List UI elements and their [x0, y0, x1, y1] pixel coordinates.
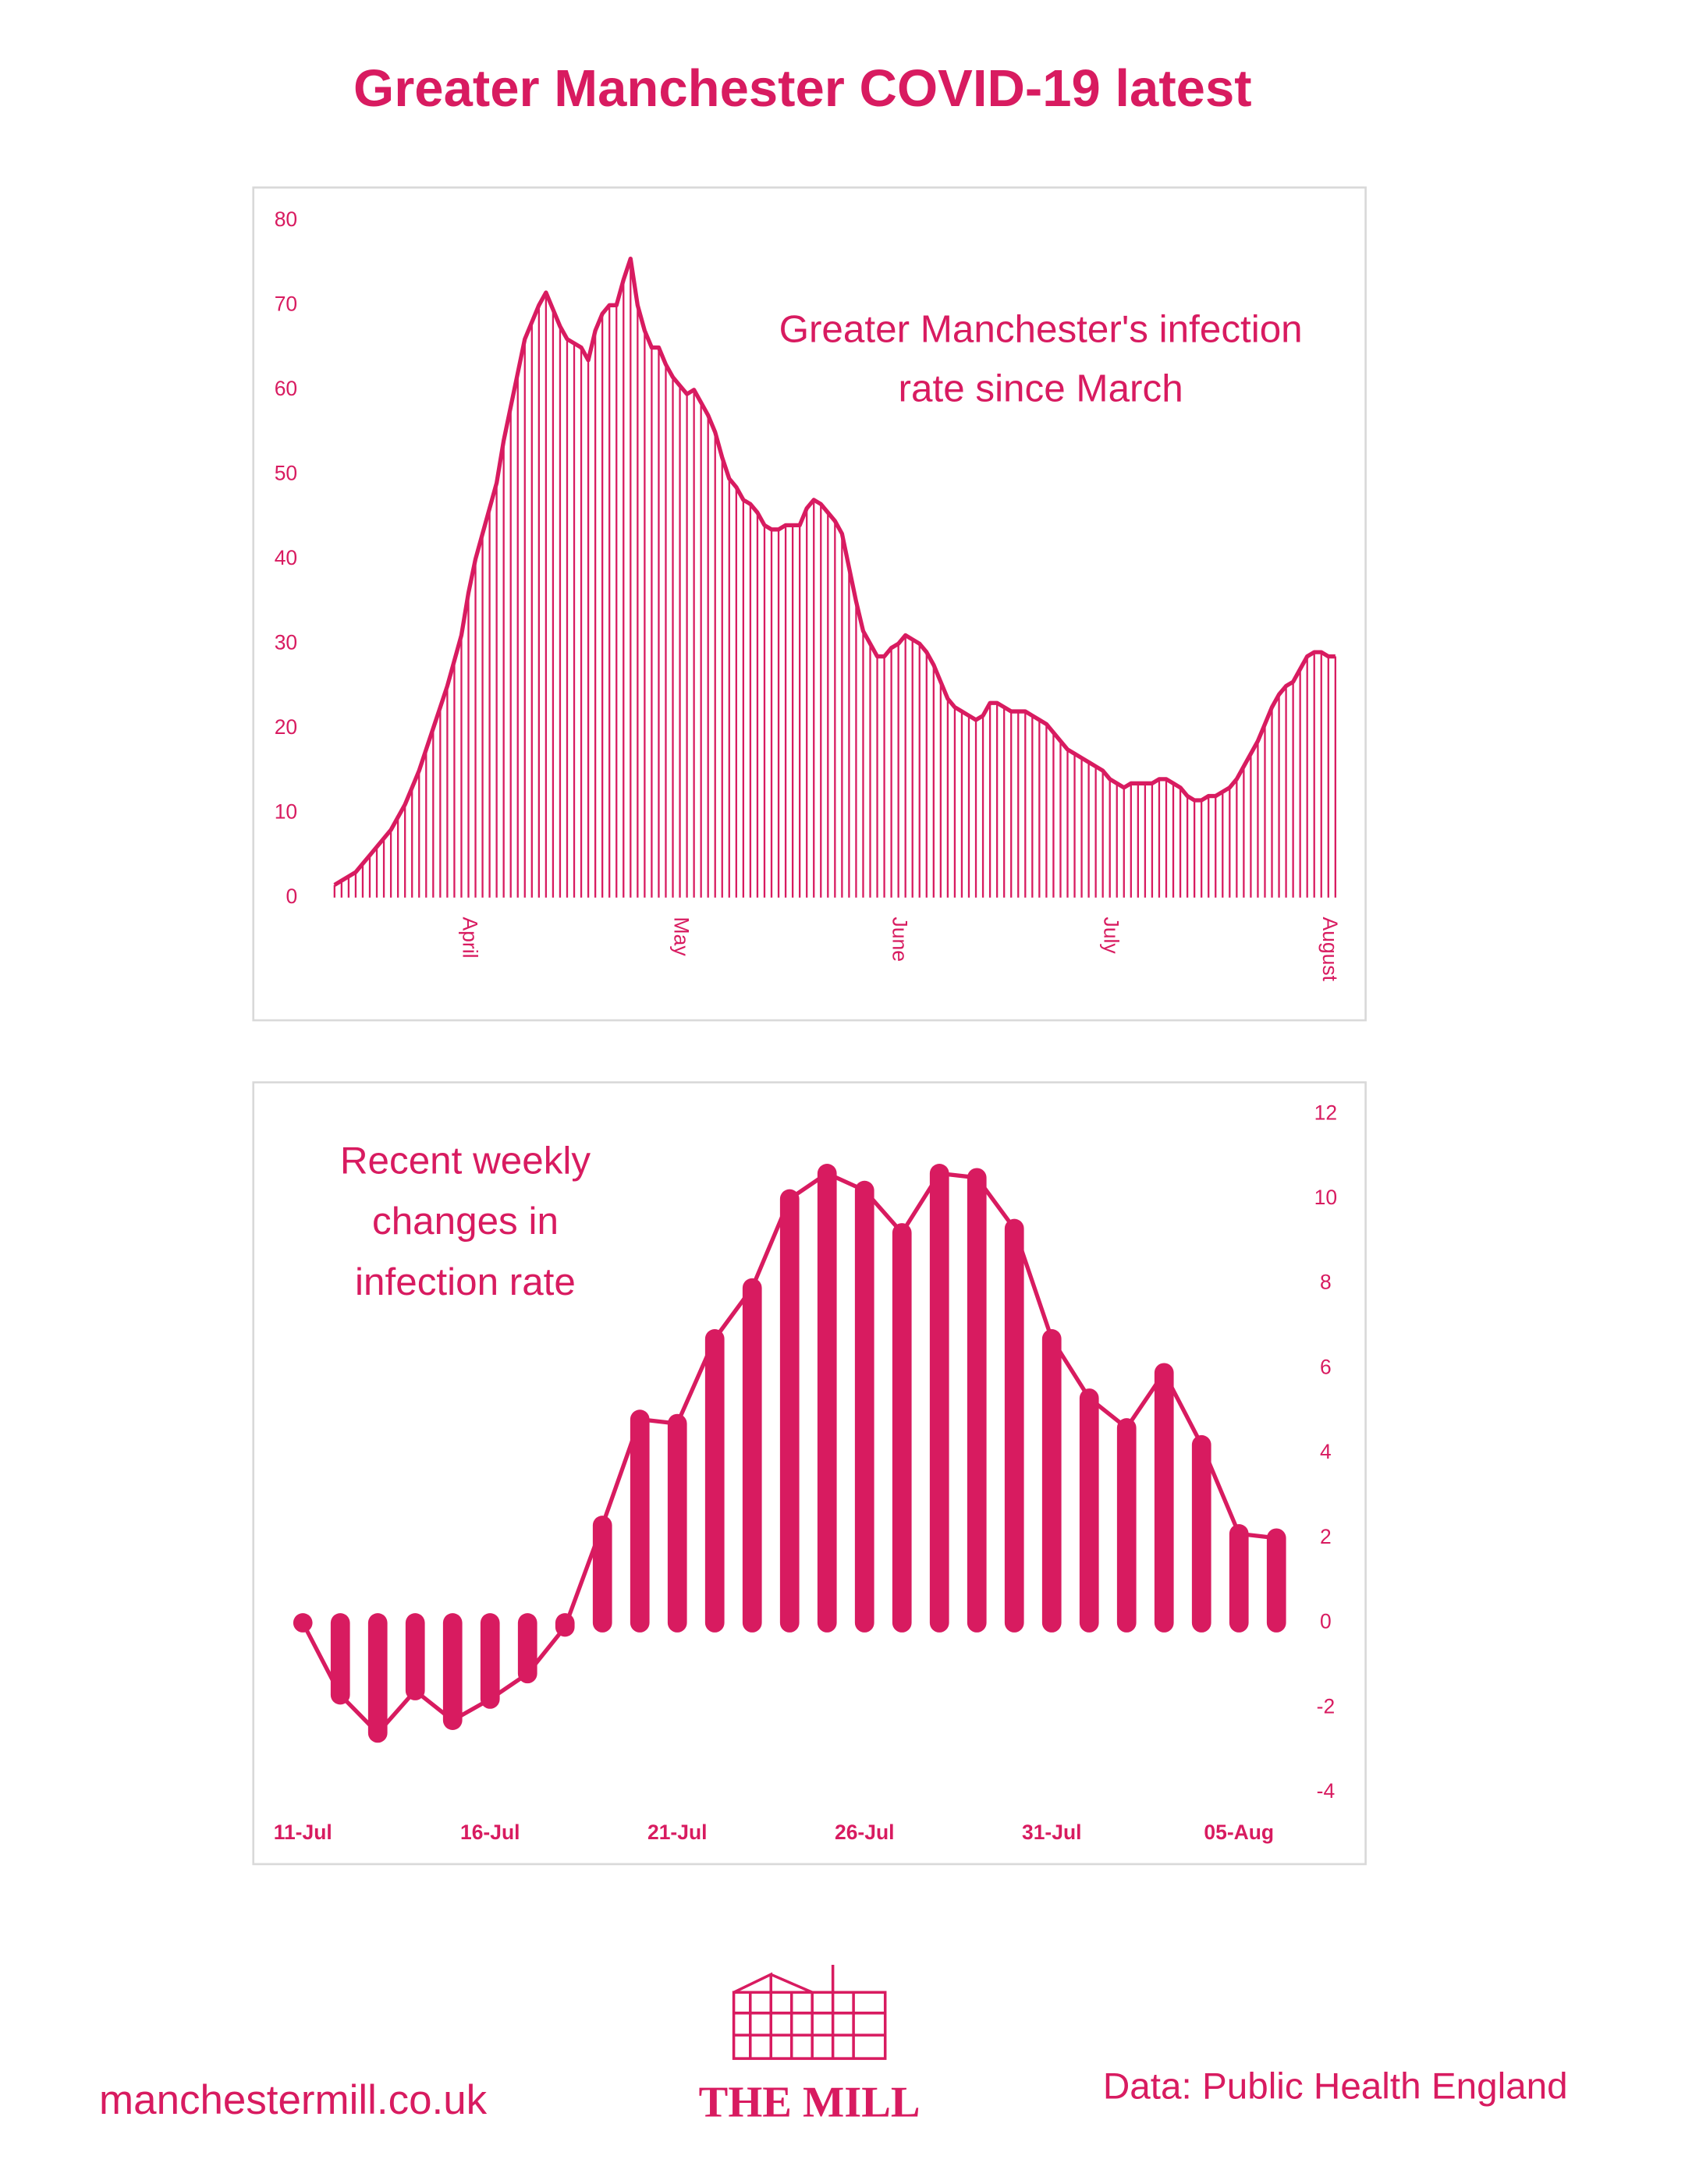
y-tick-label: 50: [275, 461, 297, 484]
logo-lines: [733, 1964, 885, 2059]
y-tick-label: 70: [275, 292, 297, 315]
y-tick-label: 40: [275, 546, 297, 569]
x-tick-label: May: [670, 917, 694, 957]
y-tick-label: 0: [1320, 1610, 1332, 1633]
x-tick-label: April: [459, 917, 482, 959]
annotation: infection rate: [355, 1260, 576, 1303]
x-tick-label: 31-Jul: [1022, 1821, 1081, 1844]
y-tick-label: 10: [275, 800, 297, 823]
source: Data: Public Health England: [1103, 2065, 1568, 2107]
line: [333, 256, 1336, 887]
chart-frame: [252, 1081, 1367, 1866]
x-tick-label: July: [1100, 917, 1123, 955]
logo-text: THE MILL: [699, 2078, 921, 2126]
chart-frame: [252, 186, 1367, 1022]
y-tick-label: 60: [275, 377, 297, 400]
logo: [732, 1964, 887, 2060]
website: manchestermill.co.uk: [99, 2077, 488, 2123]
y-tick-label: 0: [286, 885, 297, 908]
annotation: rate since March: [899, 367, 1183, 410]
logo-building: [732, 1991, 887, 2060]
page-title: Greater Manchester COVID-19 latest: [353, 59, 1252, 118]
y-tick-label: 4: [1320, 1440, 1332, 1463]
y-tick-label: 80: [275, 207, 297, 231]
y-tick-label: 2: [1320, 1525, 1332, 1548]
y-tick-label: 20: [275, 715, 297, 739]
x-tick-label: 05-Aug: [1204, 1821, 1274, 1844]
x-tick-label: 11-Jul: [274, 1821, 332, 1844]
x-tick-label: 26-Jul: [835, 1821, 894, 1844]
x-tick-label: 16-Jul: [460, 1821, 520, 1844]
y-tick-label: 12: [1314, 1101, 1337, 1124]
y-tick-label: 10: [1314, 1186, 1337, 1209]
y-tick-label: 6: [1320, 1355, 1332, 1378]
x-tick-label: June: [889, 917, 912, 962]
annotation: changes in: [372, 1200, 559, 1243]
annotation: Greater Manchester's infection: [779, 307, 1303, 350]
annotation: Recent weekly: [340, 1139, 591, 1182]
x-tick-label: August: [1318, 917, 1342, 982]
y-tick-label: -4: [1317, 1779, 1336, 1803]
chart-top: 0 10 20 30 40 50 60 70 80 Greater Manchester's in…: [275, 207, 1342, 982]
y-tick-label: 30: [275, 630, 297, 654]
chart-bottom: -4 -2 0 2 4 6 8 10 12 Recent weekly changes in infe…: [274, 1101, 1337, 1844]
x-tick-label: 21-Jul: [647, 1821, 707, 1844]
y-tick-label: -2: [1317, 1694, 1336, 1718]
y-tick-label: 8: [1320, 1271, 1332, 1294]
